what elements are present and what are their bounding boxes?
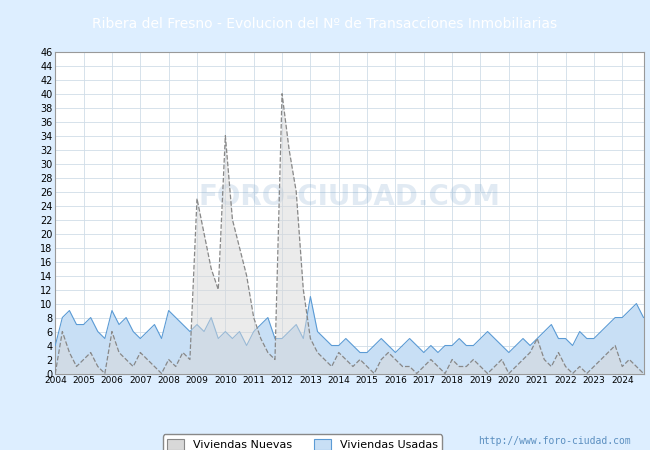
Text: Ribera del Fresno - Evolucion del Nº de Transacciones Inmobiliarias: Ribera del Fresno - Evolucion del Nº de … [92, 17, 558, 31]
Legend: Viviendas Nuevas, Viviendas Usadas: Viviendas Nuevas, Viviendas Usadas [162, 435, 442, 450]
Text: http://www.foro-ciudad.com: http://www.foro-ciudad.com [478, 436, 630, 446]
Text: FORO-CIUDAD.COM: FORO-CIUDAD.COM [198, 183, 500, 211]
